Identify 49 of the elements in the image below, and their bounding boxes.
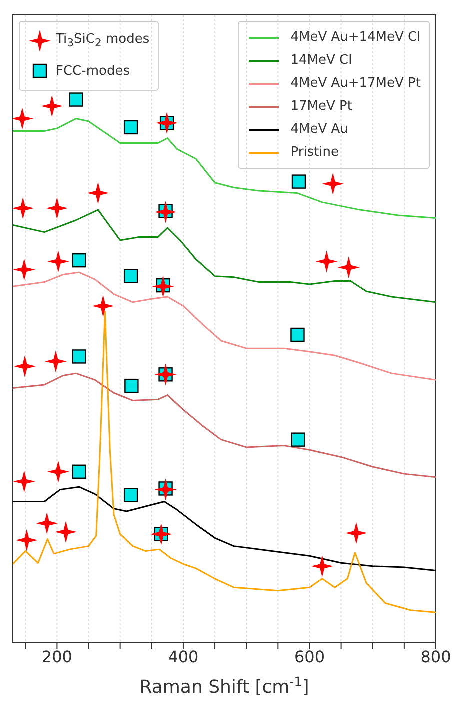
point (124, 269, 138, 284)
point (291, 432, 306, 447)
point (13, 258, 36, 281)
point (41, 95, 64, 118)
point (72, 350, 86, 364)
point (150, 523, 172, 546)
legend-label: 17MeV Pt (290, 99, 352, 114)
point (154, 364, 177, 386)
point (154, 478, 177, 501)
point (124, 488, 138, 502)
point (72, 464, 86, 479)
point (92, 295, 114, 318)
point (47, 250, 70, 273)
point (69, 92, 84, 107)
point (154, 201, 177, 224)
point (322, 172, 344, 195)
point (345, 522, 368, 544)
point (87, 182, 110, 204)
point (311, 555, 334, 578)
legend-label: 4MeV Au (290, 122, 348, 137)
x-axis-title: Raman Shift [cm$^{-1}$] (140, 674, 310, 698)
point (338, 256, 360, 279)
point (55, 521, 78, 544)
point (16, 529, 38, 552)
x-tick-label: 800 (420, 647, 452, 666)
point (44, 350, 67, 373)
point (152, 276, 174, 298)
point (316, 250, 338, 273)
point (36, 512, 58, 534)
legend-label: 4MeV Au+17MeV Pt (290, 76, 421, 91)
point (13, 470, 36, 493)
legend-label: Ti$_{3}$SiC$_{2}$ modes (56, 32, 150, 50)
legend-label: 4MeV Au+14MeV Cl (290, 30, 421, 45)
x-tick-label: 400 (168, 647, 199, 666)
point (156, 112, 178, 134)
x-tick-label: 600 (294, 647, 326, 666)
point (46, 197, 68, 220)
legend-label: FCC-modes (56, 64, 130, 78)
legend-label: 14MeV Cl (290, 53, 352, 68)
point (292, 174, 306, 189)
point (47, 460, 70, 483)
point (124, 378, 139, 394)
point (290, 328, 305, 342)
point (124, 120, 138, 135)
legend-label: Pristine (290, 145, 340, 160)
x-tick-label: 200 (42, 647, 72, 666)
point (14, 356, 36, 378)
point (72, 253, 86, 268)
point (13, 197, 34, 220)
